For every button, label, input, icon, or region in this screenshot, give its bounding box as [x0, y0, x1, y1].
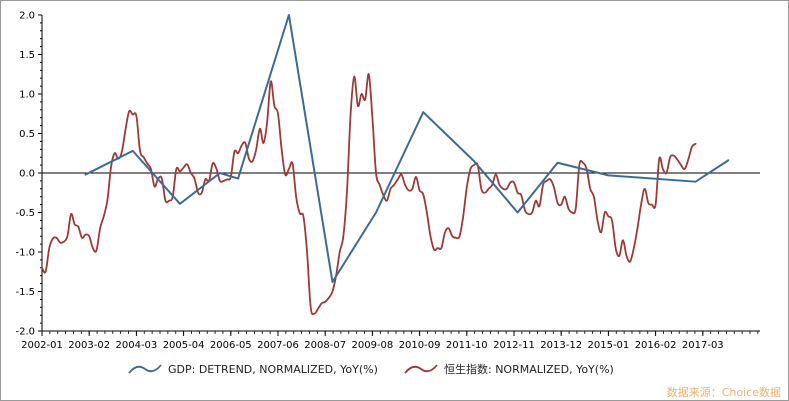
x-tick-label: 2005-04 — [163, 340, 205, 351]
series-layer — [41, 14, 730, 316]
x-tick-label: 2009-08 — [352, 340, 394, 351]
legend-item-gdp: GDP: DETREND, NORMALIZED, YoY(%) — [128, 358, 378, 380]
x-tick-label: 2010-09 — [399, 340, 441, 351]
legend-item-hsi: 恒生指数: NORMALIZED, YoY(%) — [404, 358, 614, 380]
source-note: 数据来源：Choice数据 — [666, 386, 781, 399]
y-tick-label: 0.5 — [19, 129, 35, 140]
y-tick-label: 0.0 — [19, 169, 35, 180]
x-axis: 2002-01 2003-02 2004-03 2005-04 2006-05 2007-… — [21, 330, 760, 351]
x-tick-label: 2012-11 — [493, 340, 535, 351]
series-line-gdp — [84, 14, 730, 284]
x-tick-label: 2006-05 — [210, 340, 252, 351]
legend-swatch-hsi — [404, 364, 438, 374]
y-tick-label: -1.0 — [15, 248, 35, 259]
legend-label-gdp: GDP: DETREND, NORMALIZED, YoY(%) — [168, 362, 378, 376]
series-line-hsi — [41, 73, 697, 316]
x-tick-label: 2002-01 — [21, 340, 63, 351]
x-tick-label: 2015-01 — [588, 340, 630, 351]
legend: GDP: DETREND, NORMALIZED, YoY(%) 恒生指数: N… — [0, 358, 789, 380]
y-tick-label: 2.0 — [19, 11, 35, 22]
x-tick-label: 2004-03 — [116, 340, 158, 351]
y-tick-label: -2.0 — [15, 327, 35, 338]
x-tick-label: 2013-12 — [540, 340, 582, 351]
y-axis: 2.0 1.5 1.0 0.5 0.0 -0.5 -1.0 -1.5 -2.0 — [15, 11, 43, 338]
legend-swatch-gdp — [128, 364, 162, 374]
y-tick-label: 1.0 — [19, 90, 35, 101]
x-tick-label: 2016-02 — [635, 340, 677, 351]
x-tick-label: 2011-10 — [446, 340, 488, 351]
legend-label-hsi: 恒生指数: NORMALIZED, YoY(%) — [444, 363, 614, 376]
y-tick-label: -0.5 — [15, 208, 35, 219]
x-tick-label: 2008-07 — [304, 340, 346, 351]
y-tick-label: -1.5 — [15, 287, 35, 298]
x-tick-label: 2007-06 — [257, 340, 299, 351]
y-tick-label: 1.5 — [19, 50, 35, 61]
x-tick-label: 2003-02 — [68, 340, 110, 351]
x-tick-label: 2017-03 — [682, 340, 724, 351]
